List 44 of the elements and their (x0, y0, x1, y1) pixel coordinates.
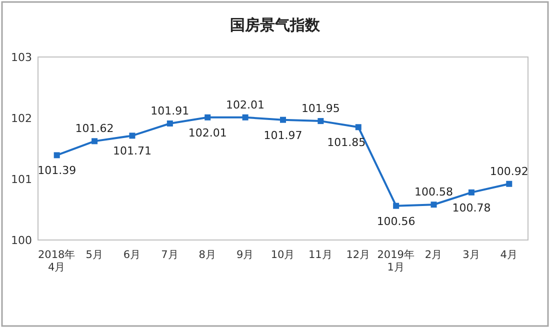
point (92, 138, 98, 144)
x-tick-label: 12月 (346, 249, 371, 261)
x-tick-label: 2019年 1月 (377, 249, 415, 274)
x-tick-label: 4月 (500, 249, 518, 261)
x-tick-label: 6月 (123, 249, 142, 261)
x-tick-label: 9月 (236, 249, 254, 261)
point (506, 180, 512, 187)
data-label: 100.92 (490, 164, 528, 178)
data-label: 101.95 (301, 102, 340, 116)
x-tick-label: 11月 (308, 249, 333, 261)
data-label: 101.85 (327, 136, 366, 150)
point (430, 202, 437, 208)
point (393, 202, 400, 209)
point (204, 114, 211, 120)
y-tick-label: 103 (11, 51, 32, 64)
point (355, 124, 362, 130)
point (318, 118, 324, 124)
data-label: 102.01 (226, 98, 265, 112)
point (129, 132, 136, 139)
point (242, 114, 248, 120)
point (54, 152, 60, 158)
point (166, 120, 173, 126)
point (280, 116, 286, 123)
x-tick-label: 7月 (161, 249, 179, 261)
data-label: 100.78 (452, 201, 491, 214)
x-tick-label: 2018年 4月 (38, 249, 76, 274)
data-label: 102.01 (188, 126, 227, 140)
x-tick-label: 3月 (462, 249, 480, 261)
y-tick-label: 102 (11, 112, 32, 125)
data-label: 100.56 (376, 214, 416, 228)
x-tick-label: 5月 (86, 249, 104, 261)
x-tick-label: 8月 (198, 249, 216, 261)
y-tick-label: 101 (11, 173, 32, 186)
y-tick-label: 100 (11, 234, 32, 247)
data-label: 100.58 (414, 186, 454, 199)
data-label: 101.62 (75, 122, 114, 136)
x-tick-label: 10月 (270, 249, 296, 261)
chart-title: 国房景气指数 (230, 16, 321, 34)
data-label: 101.39 (38, 164, 76, 178)
data-label: 101.71 (112, 144, 152, 158)
data-label: 101.97 (264, 128, 302, 142)
data-label: 101.91 (150, 104, 190, 118)
point (468, 189, 474, 196)
x-tick-label: 2月 (424, 249, 443, 261)
